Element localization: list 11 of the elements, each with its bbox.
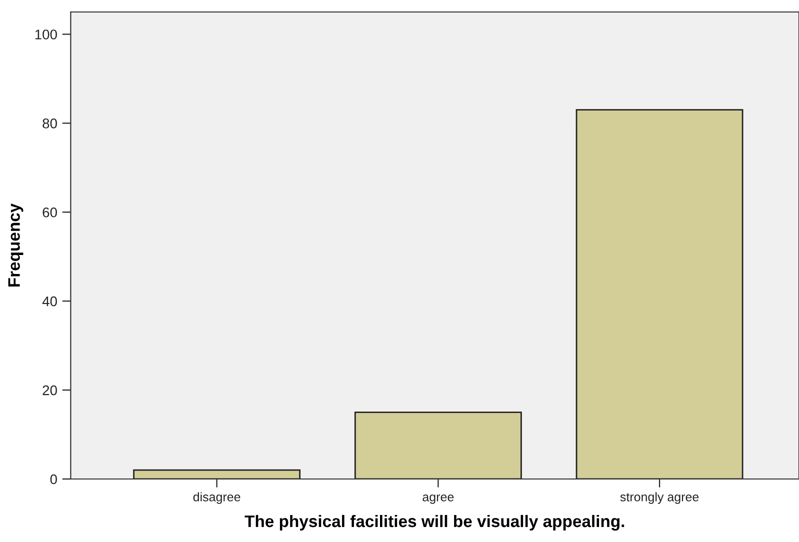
y-tick-label: 100	[35, 30, 57, 40]
y-tick-label: 80	[42, 118, 57, 128]
y-tick-label: 60	[42, 207, 57, 218]
x-tick-label: disagree	[193, 492, 240, 504]
y-tick-label: 40	[42, 296, 57, 306]
y-axis-title: Frequency	[8, 203, 24, 287]
y-tick-label: 20	[42, 385, 57, 396]
x-tick-label: agree	[422, 494, 454, 504]
x-axis-title: The physical facilities will be visually appealing.	[244, 514, 624, 531]
y-tick-label: 0	[50, 474, 57, 484]
x-tick-label: strongly agree	[620, 492, 699, 504]
